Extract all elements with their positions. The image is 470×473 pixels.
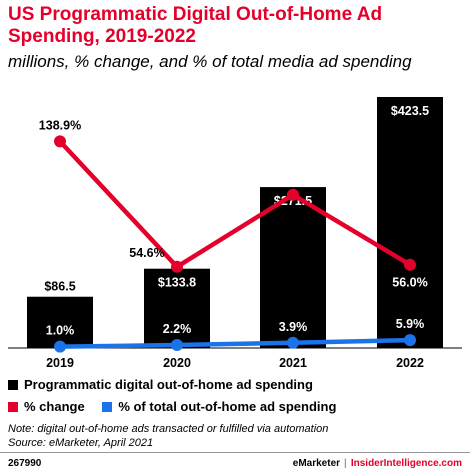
change-label-2022: 56.0%: [392, 276, 427, 290]
legend-swatch-change: [8, 402, 18, 412]
bar-2021: [260, 187, 326, 348]
share-label-2020: 2.2%: [163, 322, 192, 336]
bar-label-2022: $423.5: [391, 104, 429, 118]
note-text: Note: digital out-of-home ads transacted…: [8, 423, 329, 435]
change-line: [58, 139, 412, 270]
legend-swatch-bar: [8, 380, 18, 390]
share-label-2019: 1.0%: [46, 324, 75, 338]
share-point-2022: [404, 334, 416, 347]
x-tick-2022: 2022: [396, 356, 424, 370]
change-label-2020: 54.6%: [129, 246, 164, 260]
bar-label-2021: $271.5: [274, 194, 312, 208]
share-point-2019: [54, 340, 66, 353]
bar-label-2020: $133.8: [158, 276, 196, 290]
legend-label-share: % of total out-of-home ad spending: [118, 399, 337, 414]
chart-subtitle: millions, % change, and % of total media…: [8, 52, 412, 71]
bar-2019: [27, 296, 93, 348]
footer: 267990 eMarketer | InsiderIntelligence.com: [0, 452, 470, 473]
legend-label-bar: Programmatic digital out-of-home ad spen…: [24, 377, 313, 392]
share-label-2022: 5.9%: [396, 317, 425, 331]
footer-rule: [0, 452, 470, 453]
share-point-2020: [171, 339, 183, 352]
footer-brand: eMarketer | InsiderIntelligence.com: [293, 458, 462, 469]
change-label-2021: 103.0%: [272, 172, 314, 186]
legend-swatch-share: [102, 402, 113, 412]
chart-notes: Note: digital out-of-home ads transacted…: [8, 422, 328, 450]
chart-canvas: $86.5 $133.8 $271.5 $423.5 138.9% 54.6% 103.0%…: [8, 97, 462, 370]
bar-label-2019: $86.5: [44, 280, 75, 294]
brand-insider: InsiderIntelligence.com: [350, 458, 462, 469]
change-point-2020: [171, 260, 183, 273]
bar-2022: [377, 97, 443, 348]
legend-label-change: % change: [24, 399, 85, 414]
share-label-2021: 3.9%: [279, 320, 308, 334]
brand-emarketer: eMarketer: [292, 458, 341, 469]
x-tick-2020: 2020: [163, 356, 191, 370]
legend-row-2: % change % of total out-of-home ad spend…: [8, 399, 336, 414]
chart-title: US Programmatic Digital Out-of-Home Ad S…: [8, 4, 383, 47]
change-point-2022: [404, 258, 416, 271]
share-line: [59, 337, 411, 349]
change-point-2019: [54, 135, 66, 148]
change-point-2021: [287, 188, 299, 201]
x-tick-2021: 2021: [279, 356, 307, 370]
x-tick-2019: 2019: [46, 356, 74, 370]
share-point-2021: [287, 336, 299, 349]
change-label-2019: 138.9%: [39, 118, 81, 132]
legend-row-1: Programmatic digital out-of-home ad spen…: [8, 377, 313, 392]
chart-id: 267990: [8, 458, 42, 469]
bar-2020: [144, 268, 210, 348]
brand-separator: |: [344, 458, 347, 469]
source-text: Source: eMarketer, April 2021: [8, 437, 154, 449]
